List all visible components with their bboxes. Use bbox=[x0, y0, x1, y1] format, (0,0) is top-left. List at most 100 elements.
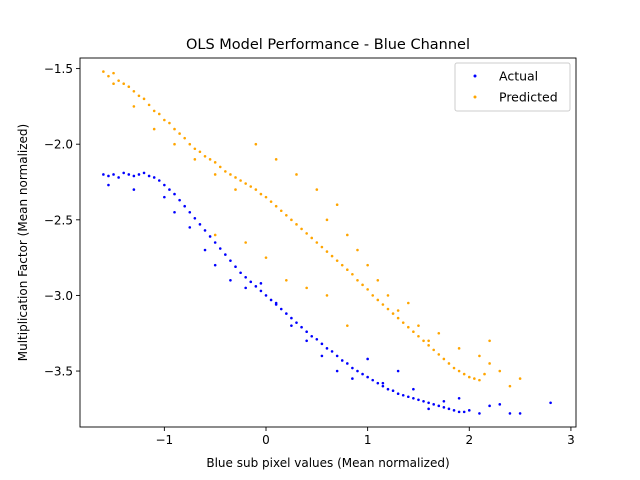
data-point-actual bbox=[198, 223, 202, 226]
data-point-actual bbox=[239, 271, 242, 275]
points-layer bbox=[102, 70, 552, 415]
data-point-predicted bbox=[351, 272, 354, 276]
data-point-actual bbox=[478, 412, 481, 415]
data-point-predicted bbox=[254, 188, 258, 191]
data-point-predicted bbox=[213, 233, 217, 237]
data-point-actual bbox=[457, 410, 461, 414]
data-point-actual bbox=[335, 354, 339, 358]
data-point-actual bbox=[163, 195, 166, 199]
data-point-actual bbox=[229, 279, 232, 282]
data-point-actual bbox=[218, 247, 222, 250]
data-point-predicted bbox=[244, 182, 247, 185]
data-point-actual bbox=[132, 174, 136, 178]
data-point-predicted bbox=[508, 384, 512, 388]
data-point-actual bbox=[452, 409, 456, 412]
data-point-predicted bbox=[249, 185, 253, 188]
legend: Actual Predicted bbox=[454, 62, 571, 112]
data-point-predicted bbox=[462, 372, 466, 376]
data-point-predicted bbox=[157, 112, 161, 116]
data-point-actual bbox=[381, 384, 385, 388]
data-point-actual bbox=[290, 316, 293, 320]
data-point-actual bbox=[117, 176, 120, 179]
data-point-actual bbox=[107, 174, 110, 178]
data-point-predicted bbox=[366, 263, 369, 267]
data-point-predicted bbox=[335, 203, 339, 206]
data-point-actual bbox=[224, 253, 227, 256]
data-point-predicted bbox=[452, 366, 456, 370]
data-point-actual bbox=[366, 357, 369, 361]
data-point-actual bbox=[203, 229, 207, 232]
data-point-predicted bbox=[478, 354, 481, 358]
data-point-predicted bbox=[274, 204, 278, 208]
data-point-predicted bbox=[137, 94, 141, 98]
data-point-predicted bbox=[279, 209, 283, 213]
data-point-actual bbox=[173, 210, 176, 214]
data-point-predicted bbox=[142, 97, 146, 101]
x-tick-label: −1 bbox=[156, 433, 174, 447]
data-point-predicted bbox=[264, 256, 268, 259]
y-axis-label: Multiplication Factor (Mean normalized) bbox=[16, 124, 30, 361]
data-point-actual bbox=[203, 248, 207, 252]
data-point-actual bbox=[259, 282, 263, 285]
y-tick-label: −2.0 bbox=[44, 138, 73, 152]
data-point-predicted bbox=[391, 312, 395, 315]
legend-box bbox=[454, 62, 571, 112]
data-point-actual bbox=[142, 171, 146, 175]
data-point-actual bbox=[157, 179, 161, 182]
data-point-predicted bbox=[295, 223, 298, 226]
data-point-predicted bbox=[173, 142, 176, 146]
y-tick-label: −1.5 bbox=[44, 62, 73, 76]
data-point-predicted bbox=[483, 372, 486, 376]
data-point-actual bbox=[213, 263, 217, 267]
data-point-predicted bbox=[234, 188, 237, 191]
data-point-predicted bbox=[488, 339, 491, 343]
data-point-predicted bbox=[437, 353, 441, 356]
data-point-predicted bbox=[300, 227, 303, 231]
data-point-predicted bbox=[244, 241, 247, 244]
y-tick-label: −3.5 bbox=[44, 365, 73, 379]
data-point-predicted bbox=[376, 298, 380, 302]
data-point-predicted bbox=[401, 321, 405, 324]
data-point-actual bbox=[188, 226, 192, 229]
data-point-predicted bbox=[386, 294, 390, 297]
data-point-actual bbox=[279, 307, 283, 311]
data-point-predicted bbox=[340, 263, 344, 267]
legend-marker-actual bbox=[473, 74, 477, 78]
data-point-predicted bbox=[442, 357, 446, 361]
ticks-layer: −1 0 1 2 3 −3.5 −3.0 −2.5 −2.0 −1.5 bbox=[44, 62, 575, 447]
data-point-predicted bbox=[163, 118, 166, 122]
data-point-predicted bbox=[264, 195, 268, 199]
data-point-predicted bbox=[346, 268, 349, 272]
data-point-actual bbox=[320, 354, 324, 358]
data-point-actual bbox=[244, 275, 247, 279]
data-point-predicted bbox=[457, 347, 461, 350]
data-point-actual bbox=[152, 176, 156, 179]
data-point-actual bbox=[234, 265, 237, 269]
data-point-actual bbox=[290, 324, 293, 327]
data-point-predicted bbox=[407, 325, 410, 329]
data-point-predicted bbox=[381, 303, 385, 306]
data-point-actual bbox=[249, 280, 253, 284]
data-point-predicted bbox=[178, 132, 181, 135]
data-point-predicted bbox=[259, 192, 263, 196]
data-point-predicted bbox=[122, 82, 125, 86]
data-point-predicted bbox=[152, 109, 156, 113]
data-point-actual bbox=[325, 347, 329, 350]
data-point-actual bbox=[320, 342, 324, 346]
data-point-predicted bbox=[203, 155, 207, 158]
data-point-actual bbox=[386, 387, 390, 391]
data-point-actual bbox=[183, 204, 186, 208]
data-point-predicted bbox=[488, 362, 491, 365]
data-point-actual bbox=[427, 401, 430, 405]
data-point-predicted bbox=[407, 301, 410, 305]
data-point-actual bbox=[351, 377, 354, 380]
y-tick-label: −3.0 bbox=[44, 289, 73, 303]
data-point-predicted bbox=[208, 158, 212, 161]
data-point-actual bbox=[193, 217, 197, 220]
data-point-actual bbox=[264, 294, 268, 297]
data-point-actual bbox=[188, 210, 192, 214]
data-point-predicted bbox=[346, 233, 349, 237]
data-point-actual bbox=[508, 412, 512, 415]
data-point-actual bbox=[447, 407, 451, 411]
data-point-predicted bbox=[183, 136, 186, 140]
